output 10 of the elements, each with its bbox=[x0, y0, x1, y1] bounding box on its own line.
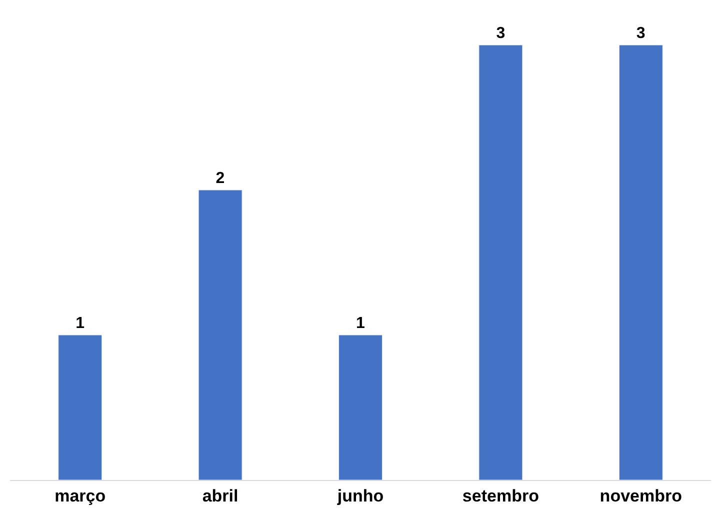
x-tick-label: março bbox=[54, 486, 106, 506]
x-tick-label: junho bbox=[336, 486, 384, 506]
data-label: 3 bbox=[636, 25, 646, 42]
x-tick-label: setembro bbox=[462, 486, 539, 506]
data-label: 1 bbox=[356, 315, 365, 332]
x-tick-label: novembro bbox=[600, 486, 682, 506]
data-label: 1 bbox=[76, 315, 85, 332]
x-tick-label: abril bbox=[202, 486, 238, 506]
data-label: 3 bbox=[496, 25, 506, 42]
data-label: 2 bbox=[216, 170, 225, 187]
